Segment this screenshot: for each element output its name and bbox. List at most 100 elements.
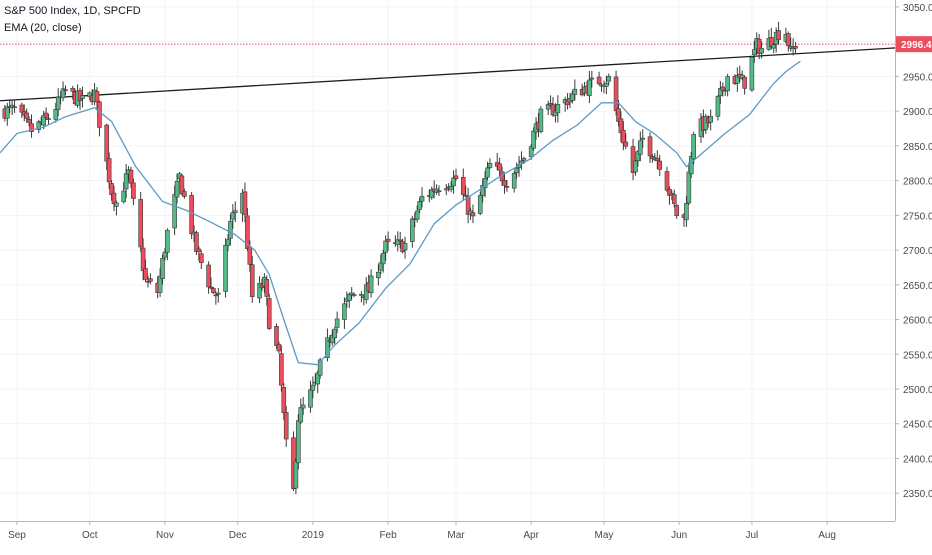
candle-body [443,188,449,191]
candle-body [215,292,221,295]
y-tick-label: 2550.0 [903,350,932,361]
candle-body [228,220,233,239]
y-tick-label: 2700.0 [903,246,932,257]
candle [715,95,721,121]
y-tick-label: 2750.0 [903,211,932,222]
candle-body [342,303,347,320]
candle [545,100,551,115]
candle-body [43,112,49,118]
candle [342,297,347,330]
candle [434,184,439,195]
candle-body [647,136,653,157]
candle-body [572,88,578,95]
candle-body [199,253,204,263]
candle-body [485,167,490,178]
candle [296,414,301,470]
candle-body [182,191,187,197]
candle-body [293,460,299,489]
candle-body [674,204,680,216]
candle [776,21,781,45]
candle-body [691,134,696,160]
candle-body [213,294,219,297]
candle-body [621,129,626,144]
candle-body [419,195,425,202]
candle [94,87,100,111]
candle [671,189,677,208]
candle-body [410,218,415,242]
candle [674,203,680,219]
candle-body [12,106,17,109]
candle [451,170,456,194]
x-tick-label: Nov [156,530,174,541]
candle [385,231,391,251]
candle [465,187,471,224]
candle-body [368,275,374,294]
candle-body [497,163,502,171]
candle-body [613,76,619,112]
x-tick-label: Mar [447,530,465,541]
candle-body [664,171,670,191]
candle-body [759,48,764,54]
y-tick-label: 2500.0 [903,385,932,396]
candle [647,132,653,164]
candle [749,55,755,92]
candle-body [346,294,352,301]
candle-body [332,328,338,339]
candle-body [504,186,510,188]
candle [128,166,134,188]
candle [310,376,316,399]
x-tick-label: Aug [818,530,836,541]
y-tick-label: 2400.0 [903,454,932,465]
candle [436,185,442,196]
candle [12,99,17,113]
y-tick-label: 2800.0 [903,177,932,188]
candle-body [172,194,177,229]
candle-body [511,172,517,189]
candle [140,238,146,281]
x-tick-label: Sep [8,530,26,541]
candle-body [487,163,493,168]
candle [482,170,488,198]
candle-body [587,79,592,96]
candle [223,238,228,298]
candle-body [242,191,248,215]
candle-body [300,404,306,409]
candle [46,114,51,125]
candle [104,123,110,171]
candle-body [225,239,231,247]
candle-body [36,121,42,130]
candle [691,131,696,165]
candle [199,250,204,270]
candle [601,80,607,94]
candle [511,171,517,193]
candle [703,114,709,134]
candle [376,264,381,286]
candle [504,179,510,192]
candle-body [397,239,403,242]
candle-body [317,359,323,376]
candle-body [283,412,289,440]
candle [414,205,420,223]
candle-body [179,175,185,195]
candle [138,191,143,252]
candle-body [785,33,791,46]
candle [419,187,425,208]
candle-body [279,353,284,386]
candle-body [351,294,357,296]
candle [334,311,340,334]
y-tick-label: 2850.0 [903,142,932,153]
candle [630,138,636,181]
candle-body [752,49,757,55]
candle [589,70,595,88]
candle [657,154,663,177]
candle-body [310,384,316,391]
candle-body [465,195,471,215]
candle [266,293,272,331]
candle-body [121,190,126,203]
candle [114,200,119,216]
candle-body [208,286,214,289]
candle [249,256,255,303]
